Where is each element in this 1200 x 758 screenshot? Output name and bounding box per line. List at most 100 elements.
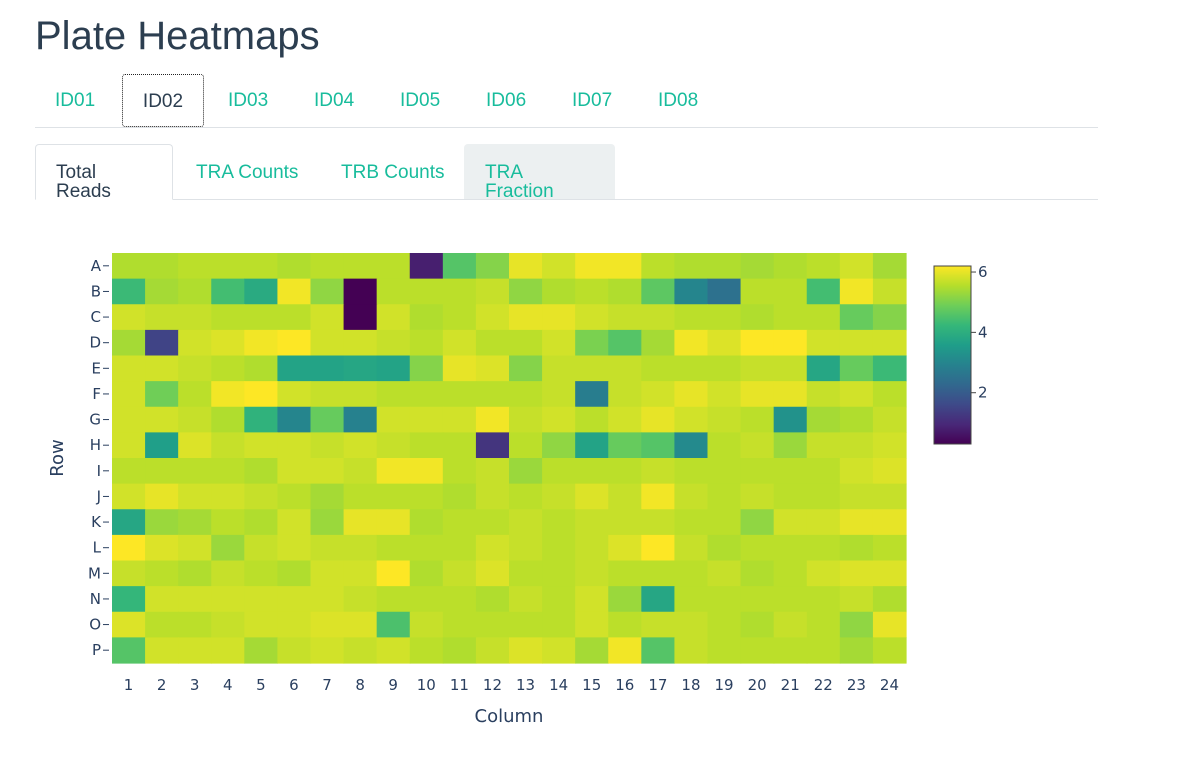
sample-tabs: ID01 ID02 ID03 ID04 ID05 ID06 ID07 ID08	[35, 74, 1098, 128]
heatmap-cell	[244, 406, 279, 433]
heatmap-cell	[112, 406, 146, 433]
colorbar-tick-label: 4	[978, 323, 988, 341]
heatmap-cell	[740, 611, 775, 638]
heatmap-cell	[740, 355, 775, 382]
heatmap-cell	[211, 458, 245, 485]
x-tick-label: 3	[190, 676, 200, 694]
heatmap-cell	[707, 381, 742, 408]
heatmap-cell	[806, 458, 841, 485]
heatmap-cell	[244, 278, 279, 305]
heatmap-cell	[608, 560, 642, 587]
heatmap-cell	[575, 432, 609, 459]
heatmap-cell	[343, 304, 378, 331]
tab-id07[interactable]: ID07	[572, 90, 613, 111]
heatmap-cell	[542, 560, 576, 587]
heatmap-cell	[442, 534, 477, 562]
tab-tra-fraction[interactable]: TRA Fraction	[464, 144, 615, 201]
x-tick-label: 16	[615, 676, 634, 694]
heatmap-cell	[178, 458, 212, 485]
tab-id06[interactable]: ID06	[486, 90, 527, 111]
heatmap-cell	[475, 560, 510, 587]
heatmap-cell	[277, 534, 312, 562]
heatmap-cell	[707, 534, 742, 562]
heatmap-cell	[277, 509, 312, 536]
heatmap-cell	[277, 586, 312, 613]
tab-total-reads[interactable]: Total Reads	[35, 144, 173, 201]
heatmap-cell	[145, 509, 179, 536]
tab-id04[interactable]: ID04	[314, 90, 355, 111]
heatmap-cell	[112, 278, 146, 305]
heatmap-cell	[409, 637, 444, 664]
heatmap-cell	[244, 637, 279, 664]
heatmap-cell	[277, 355, 312, 382]
heatmap-cell	[310, 458, 345, 485]
tab-id03[interactable]: ID03	[228, 90, 269, 111]
heatmap-cell	[442, 611, 477, 638]
heatmap-cell	[674, 458, 709, 485]
heatmap-cell	[575, 304, 609, 331]
heatmap-cell	[509, 586, 543, 613]
heatmap-cell	[475, 637, 510, 664]
tab-id05[interactable]: ID05	[400, 90, 441, 111]
heatmap-cell	[178, 406, 212, 433]
heatmap-cell	[872, 611, 907, 638]
heatmap-cell	[112, 304, 146, 331]
heatmap-cell	[575, 406, 609, 433]
colorbar-tick-label: 6	[978, 263, 988, 281]
tab-id01[interactable]: ID01	[55, 90, 96, 111]
heatmap-cell	[376, 253, 411, 280]
heatmap-cell	[575, 278, 609, 305]
heatmap-cell	[112, 458, 146, 485]
heatmap-cell	[376, 458, 411, 485]
heatmap-cell	[707, 432, 742, 459]
heatmap-cell	[773, 406, 808, 433]
heatmap-cell	[707, 329, 742, 357]
tab-tra-counts[interactable]: TRA Counts	[196, 162, 299, 183]
y-tick-label: C	[91, 308, 101, 326]
heatmap-cell	[244, 253, 279, 280]
heatmap-cell	[376, 278, 411, 305]
heatmap-cell	[178, 509, 212, 536]
heatmap-cell	[542, 534, 576, 562]
heatmap-cell	[872, 329, 907, 357]
heatmap-cell	[674, 253, 709, 280]
heatmap-cell	[773, 586, 808, 613]
heatmap-cell	[277, 560, 312, 587]
heatmap-cell	[575, 560, 609, 587]
heatmap-cell	[542, 586, 576, 613]
heatmap-cell	[112, 534, 146, 562]
heatmap-cell	[509, 560, 543, 587]
heatmap-cell	[442, 381, 477, 408]
heatmap-cell	[277, 381, 312, 408]
heatmap-cells	[112, 253, 907, 664]
heatmap-cell	[310, 406, 345, 433]
heatmap-cell	[773, 432, 808, 459]
heatmap-cell	[409, 586, 444, 613]
heatmap-cell	[376, 355, 411, 382]
heatmap-cell	[872, 509, 907, 536]
heatmap-cell	[244, 432, 279, 459]
tab-id08[interactable]: ID08	[658, 90, 699, 111]
heatmap-cell	[575, 253, 609, 280]
heatmap-cell	[839, 560, 874, 587]
tab-id02[interactable]: ID02	[122, 74, 204, 127]
heatmap-cell	[509, 637, 543, 664]
heatmap-cell	[343, 637, 378, 664]
heatmap-cell	[442, 406, 477, 433]
heatmap-cell	[244, 355, 279, 382]
heatmap-cell	[872, 304, 907, 331]
heatmap-cell	[806, 509, 841, 536]
heatmap-cell	[740, 253, 775, 280]
heatmap-cell	[409, 483, 444, 510]
heatmap-cell	[509, 304, 543, 331]
heatmap-cell	[872, 534, 907, 562]
tab-trb-counts[interactable]: TRB Counts	[341, 162, 445, 183]
heatmap-cell	[707, 637, 742, 664]
heatmap-cell	[806, 483, 841, 510]
heatmap-cell	[575, 329, 609, 357]
y-tick-label: D	[89, 334, 101, 352]
heatmap-cell	[376, 560, 411, 587]
heatmap-cell	[608, 586, 642, 613]
heatmap-cell	[839, 381, 874, 408]
heatmap-cell	[211, 278, 245, 305]
